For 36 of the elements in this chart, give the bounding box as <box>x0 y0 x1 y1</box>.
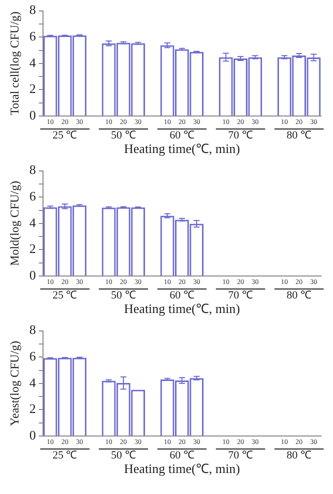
x-axis-title: Heating time(℃, min) <box>124 300 240 316</box>
x-axis-title: Heating time(℃, min) <box>124 460 240 476</box>
y-tick-label: 2 <box>29 81 36 96</box>
y-tick-label: 8 <box>29 162 36 178</box>
y-tick-label: 0 <box>29 267 36 282</box>
y-tick-label: 2 <box>29 241 36 256</box>
text: 50 ℃ <box>111 129 136 142</box>
text: 25 ℃ <box>52 289 78 302</box>
text: 25 ℃ <box>52 449 78 462</box>
y-axis-title: Total cell(log CFU/g) <box>7 11 22 116</box>
y-tick-label: 2 <box>29 401 36 416</box>
text: 60 ℃ <box>170 449 194 462</box>
y-tick-label: 8 <box>29 322 36 338</box>
text: 60 ℃ <box>170 289 194 302</box>
y-tick-label: 0 <box>29 427 36 442</box>
text: 50 ℃ <box>111 449 136 462</box>
y-tick-label: 6 <box>29 348 36 364</box>
y-tick-label: 4 <box>29 54 36 70</box>
text: 80 ℃ <box>286 289 312 302</box>
y-tick-label: 8 <box>29 2 36 18</box>
text: 80 ℃ <box>286 129 312 142</box>
text: 50 ℃ <box>111 289 136 302</box>
y-axis-title: Mold(log CFU/g) <box>7 180 22 266</box>
text: 25 ℃ <box>52 129 78 142</box>
y-tick-label: 0 <box>29 107 36 122</box>
text: 60 ℃ <box>170 129 194 142</box>
text: 70 ℃ <box>228 289 253 302</box>
y-tick-label: 6 <box>29 28 36 44</box>
y-axis-title: Yeast(log CFU/g) <box>7 340 22 426</box>
text: 80 ℃ <box>286 449 312 462</box>
text: 70 ℃ <box>228 449 253 462</box>
x-axis-title: Heating time(℃, min) <box>124 140 240 156</box>
y-tick-label: 6 <box>29 188 36 204</box>
y-tick-label: 4 <box>29 214 36 230</box>
y-tick-label: 4 <box>29 374 36 390</box>
text: 70 ℃ <box>228 129 253 142</box>
